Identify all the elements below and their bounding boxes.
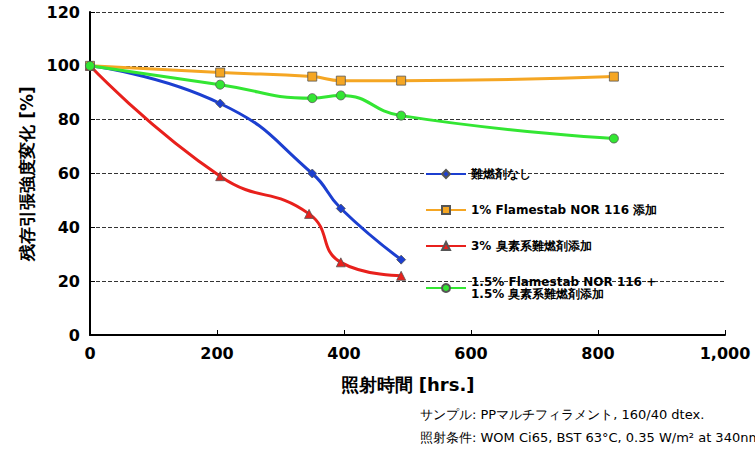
svg-text:0: 0 [69, 326, 80, 345]
svg-text:400: 400 [327, 344, 360, 363]
svg-text:照射時間 [hrs.]: 照射時間 [hrs.] [341, 374, 475, 395]
svg-text:800: 800 [581, 344, 614, 363]
svg-text:難燃剤なし: 難燃剤なし [470, 167, 531, 181]
svg-text:20: 20 [58, 272, 80, 291]
svg-text:1,000: 1,000 [700, 344, 751, 363]
svg-text:3% 臭素系難燃剤添加: 3% 臭素系難燃剤添加 [471, 239, 592, 253]
svg-text:120: 120 [47, 3, 80, 22]
svg-text:サンプル: PPマルチフィラメント, 160/40 dtex: サンプル: PPマルチフィラメント, 160/40 dtex. [420, 407, 704, 422]
svg-text:60: 60 [58, 164, 80, 183]
svg-text:600: 600 [454, 344, 487, 363]
svg-text:1.5% Flamestab NOR 116 +: 1.5% Flamestab NOR 116 + [471, 275, 657, 289]
svg-text:200: 200 [200, 344, 233, 363]
svg-text:残存引張強度変化 [%]: 残存引張強度変化 [%] [17, 86, 37, 262]
svg-text:照射条件: WOM Ci65, BST 63°C, 0.35: 照射条件: WOM Ci65, BST 63°C, 0.35 W/m² at 3… [420, 430, 755, 445]
svg-text:40: 40 [58, 218, 80, 237]
svg-text:1% Flamestab NOR 116 添加: 1% Flamestab NOR 116 添加 [471, 203, 657, 217]
svg-text:100: 100 [47, 56, 80, 75]
svg-text:1.5% 臭素系難燃剤添加: 1.5% 臭素系難燃剤添加 [471, 287, 604, 301]
svg-text:80: 80 [58, 110, 80, 129]
svg-text:0: 0 [84, 344, 95, 363]
